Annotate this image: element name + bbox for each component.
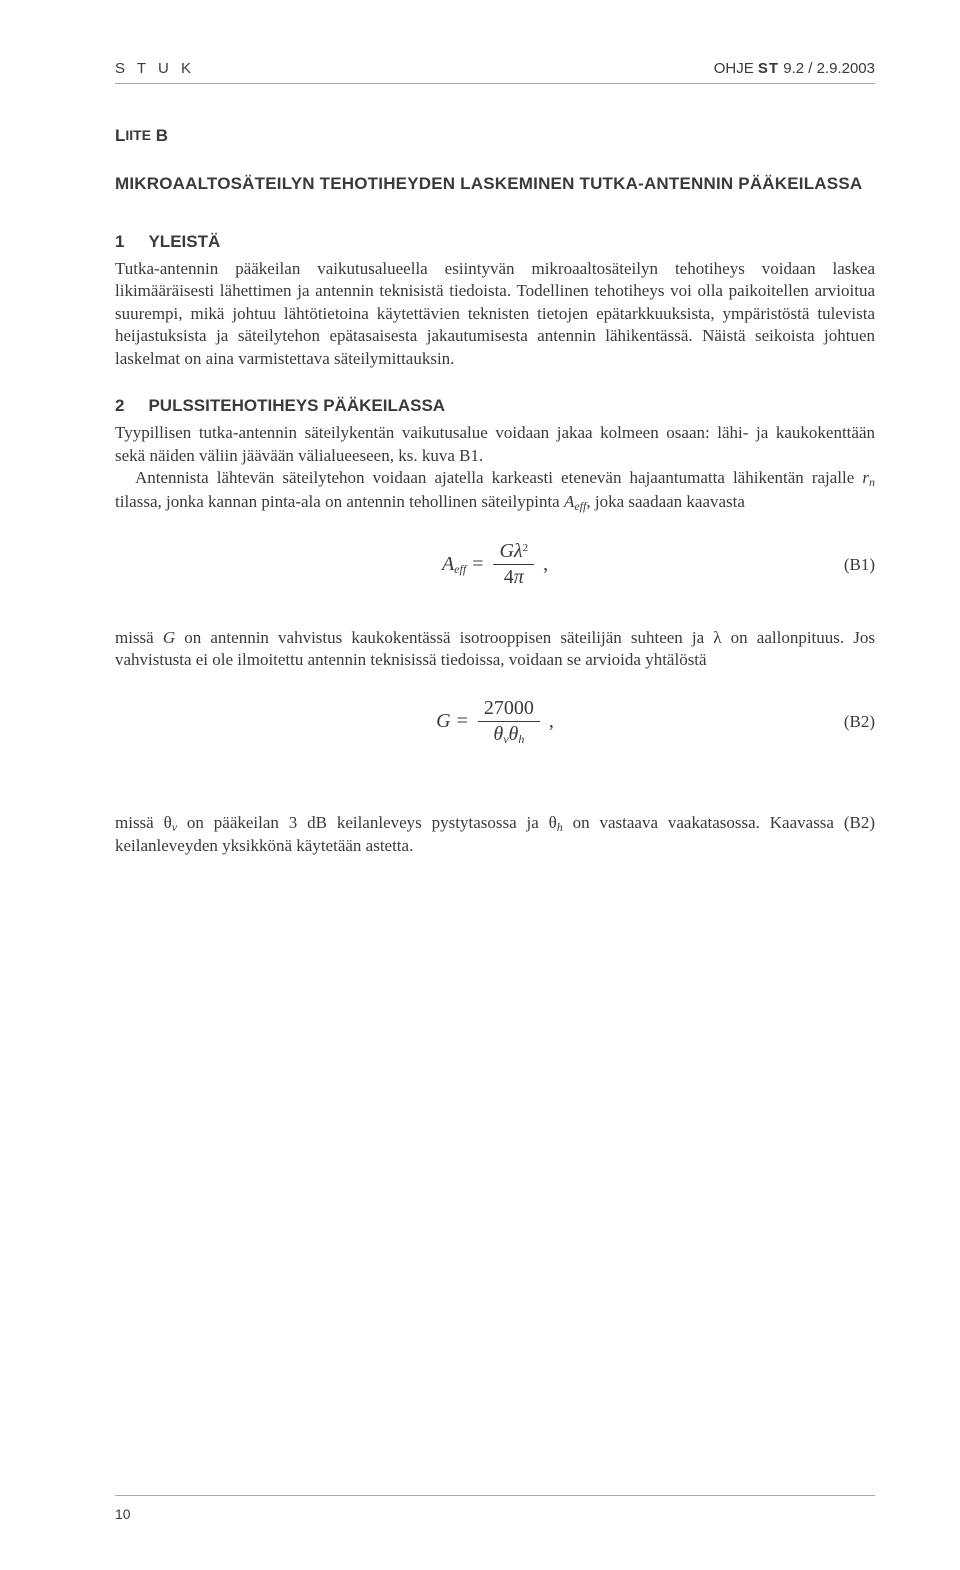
section-2-p2: Antennista lähtevän säteilytehon voidaan… — [115, 467, 875, 515]
equation-b2: G = 27000 θvθh , (B2) — [115, 694, 875, 750]
footer: 10 — [115, 1495, 875, 1522]
footer-rule — [115, 1495, 875, 1496]
header-right: OHJE ST 9.2 / 2.9.2003 — [714, 60, 875, 77]
midtext-p1: missä G on antennin vahvistus kaukokentä… — [115, 627, 875, 672]
header-left: S T U K — [115, 60, 195, 77]
section-2-title: 2PULSSITEHOTIHEYS PÄÄKEILASSA — [115, 396, 875, 416]
section-2-p1: Tyypillisen tutka-antennin säteilykentän… — [115, 422, 875, 467]
section-1-body: Tutka-antennin pääkeilan vaikutusalueell… — [115, 258, 875, 370]
page-header: S T U K OHJE ST 9.2 / 2.9.2003 — [115, 60, 875, 77]
equation-b2-label: (B2) — [844, 712, 875, 732]
appendix-label: LIITE B — [115, 126, 875, 146]
header-rule — [115, 83, 875, 84]
tail-paragraph: missä θv on pääkeilan 3 dB keilanleveys … — [115, 812, 875, 858]
section-1-title: 1YLEISTÄ — [115, 232, 875, 252]
equation-b1-label: (B1) — [844, 555, 875, 575]
equation-b1: Aeff = Gλ2 4π , (B1) — [115, 537, 875, 593]
page-number: 10 — [115, 1506, 875, 1522]
main-title: MIKROAALTOSÄTEILYN TEHOTIHEYDEN LASKEMIN… — [115, 174, 875, 194]
